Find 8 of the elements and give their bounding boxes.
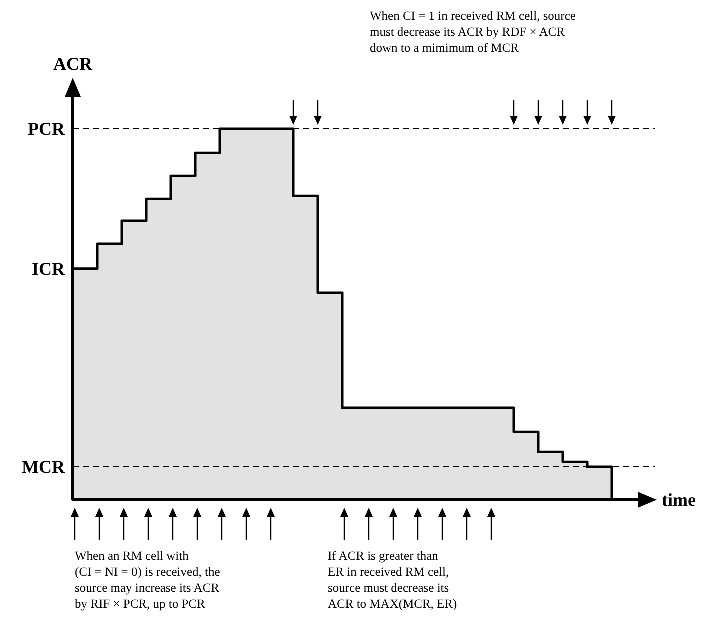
text: ICR — [32, 258, 66, 279]
ref-line-label: PCR — [28, 119, 66, 139]
text: When CI = 1 in received RM cell, source must decrease its ACR by RDF × ACR down to a mimimum of MCR — [370, 9, 576, 55]
text: When an RM cell with (CI = NI = 0) is received, the source may increase its ACR by RIF × PCR, up to PCR — [75, 549, 221, 611]
ref-line-label: MCR — [22, 456, 66, 477]
y-axis-title: ACR — [54, 54, 94, 74]
x-axis-title: time — [662, 490, 696, 510]
text: If ACR is greater than ER in received RM cell, source must decrease its ACR to MAX(MCR, ER) — [328, 549, 458, 611]
